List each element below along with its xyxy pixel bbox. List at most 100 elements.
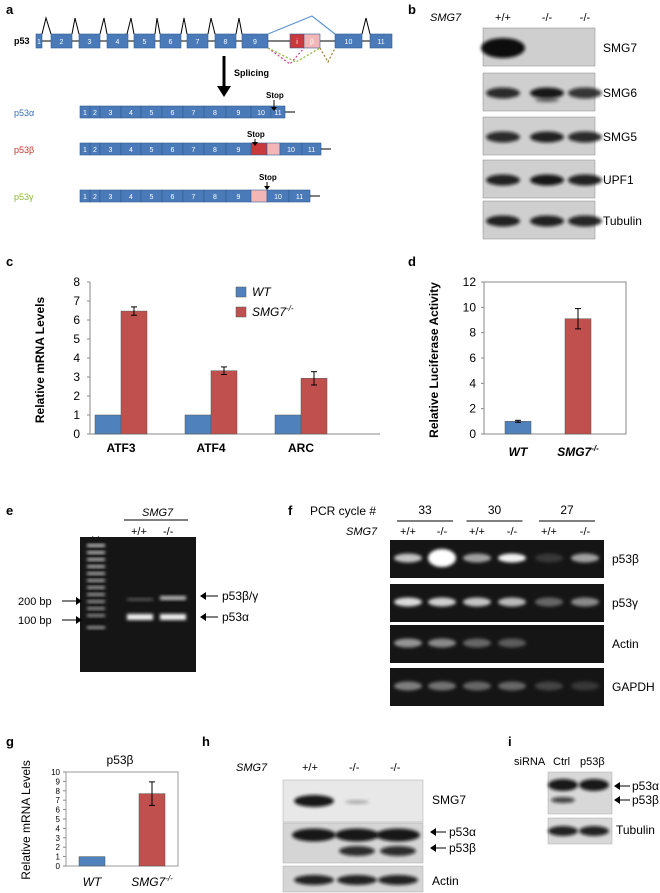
- isoform-exon-label: 5: [150, 147, 154, 154]
- splice-arc-alpha: [267, 15, 336, 35]
- blot-band: [530, 87, 564, 99]
- g-bar: [78, 856, 106, 867]
- blot-strips: SMG7 SMG6 SMG5 UPF1 Tubulin: [481, 27, 642, 240]
- band-label-p53-beta-gamma: p53β/γ: [222, 589, 258, 603]
- ladder-band: [87, 607, 105, 610]
- d-y-tick: 6: [469, 351, 476, 365]
- exon-box: [186, 33, 209, 49]
- e-smg7-label: SMG7: [142, 507, 174, 519]
- panel-b-western: SMG7 +/+ -/- -/- SMG7 SMG6 SMG5 UPF1 Tubulin: [430, 12, 642, 240]
- rtpcr-band: [463, 681, 491, 691]
- rtpcr-band: [463, 597, 491, 607]
- g-y-tick: 7: [56, 796, 61, 805]
- h-band: [335, 828, 379, 842]
- isoform-exon-label: 2: [93, 147, 97, 154]
- c-legend: WT SMG7-/-: [235, 285, 294, 319]
- pcr-cycle-label: PCR cycle #: [310, 504, 376, 518]
- rtpcr-band: [498, 681, 526, 691]
- panel-label-g: g: [6, 734, 14, 749]
- exon-box: [214, 33, 237, 49]
- f-lane-label: +/+: [469, 526, 485, 538]
- ladder-band: [87, 572, 105, 575]
- h-band: [294, 795, 334, 807]
- i-label-p53-beta: p53β: [632, 793, 659, 807]
- exon-label: 8: [224, 39, 228, 46]
- cycle-header: 33: [418, 503, 432, 517]
- blot-band: [530, 215, 564, 227]
- rtpcr-band: [571, 553, 599, 563]
- panel-label-b: b: [408, 2, 416, 17]
- blot-band: [486, 215, 520, 227]
- c-y-tick: 7: [73, 294, 80, 308]
- splice-arc-gamma-2: [319, 47, 336, 64]
- ladder-band: [87, 551, 105, 554]
- ladder-band: [87, 600, 105, 603]
- i-arrows: [614, 782, 630, 804]
- rtpcr-band: [535, 597, 563, 607]
- isoform-name: p53γ: [14, 192, 34, 202]
- h-band: [376, 828, 420, 842]
- gene-splice-arcs: [41, 15, 371, 65]
- rtpcr-band: [498, 638, 526, 648]
- exon-box: [334, 33, 363, 49]
- genotype-header: -/-: [580, 12, 591, 24]
- h-label-p53-beta: p53β: [449, 841, 476, 855]
- d-y-axis-title: Relative Luciferase Activity: [427, 282, 441, 438]
- i-band: [579, 779, 609, 791]
- isoform-exon-label: 4: [129, 194, 133, 201]
- f-lane-label: +/+: [541, 526, 557, 538]
- panel-label-h: h: [202, 734, 210, 749]
- i-lane-p53beta: p53β: [580, 756, 605, 768]
- protein-label: SMG7: [603, 41, 637, 55]
- rtpcr-band: [498, 553, 526, 563]
- rtpcr-band: [498, 597, 526, 607]
- isoform-exon-label: 6: [171, 147, 175, 154]
- isoform-exon-label: 8: [213, 147, 217, 154]
- isoform-exon-label: 11: [296, 194, 303, 201]
- rtpcr-band: [571, 597, 599, 607]
- i-band: [551, 797, 575, 803]
- ladder-band: [87, 626, 105, 629]
- f-lane-label: +/+: [400, 526, 416, 538]
- rtpcr-band: [463, 553, 491, 563]
- exon-box: [241, 33, 269, 49]
- isoform-exon-label: 5: [150, 194, 154, 201]
- d-y-tick: 4: [469, 376, 476, 390]
- ladder-band: [87, 593, 105, 596]
- d-y-tick: 12: [463, 275, 477, 289]
- c-bar: [274, 414, 302, 435]
- isoform-exon-label: 8: [213, 110, 217, 117]
- isoform-exon-label: 3: [109, 147, 113, 154]
- d-category-label: SMG7-/-: [557, 444, 599, 459]
- rtpcr-band: [394, 638, 422, 648]
- d-bar: [564, 318, 592, 435]
- i-band: [579, 826, 609, 836]
- isoform-exon-label: 1: [83, 194, 87, 201]
- panel-label-a: a: [6, 2, 14, 17]
- smg7-genotype-label: SMG7: [430, 12, 462, 24]
- f-lane-label: -/-: [437, 526, 448, 538]
- exon-label: 4: [116, 39, 120, 46]
- isoform-exon-label: 5: [150, 110, 154, 117]
- h-label-smg7: SMG7: [432, 793, 466, 807]
- d-y-tick: 0: [469, 427, 476, 441]
- exon-label: 6: [169, 39, 173, 46]
- i-band: [548, 826, 578, 836]
- genotype-headers: +/+ -/- -/-: [495, 12, 590, 24]
- isoform-exon: [266, 142, 281, 156]
- exon-label: 2: [60, 39, 64, 46]
- ladder-band: [87, 614, 105, 617]
- isoform-exon-label: 4: [129, 110, 133, 117]
- blot-band: [486, 131, 520, 143]
- h-band: [339, 846, 375, 856]
- size-100bp: 100 bp: [18, 615, 52, 627]
- h-smg7-label: SMG7: [236, 762, 268, 774]
- rtpcr-row-label: p53γ: [612, 596, 638, 610]
- isoform-exon-label: 11: [274, 110, 281, 117]
- rtpcr-gel: [390, 668, 604, 706]
- exon-label: 10: [345, 39, 353, 46]
- rtpcr-band: [394, 597, 422, 607]
- isoform-exon: [250, 189, 268, 203]
- blot-band: [530, 174, 564, 186]
